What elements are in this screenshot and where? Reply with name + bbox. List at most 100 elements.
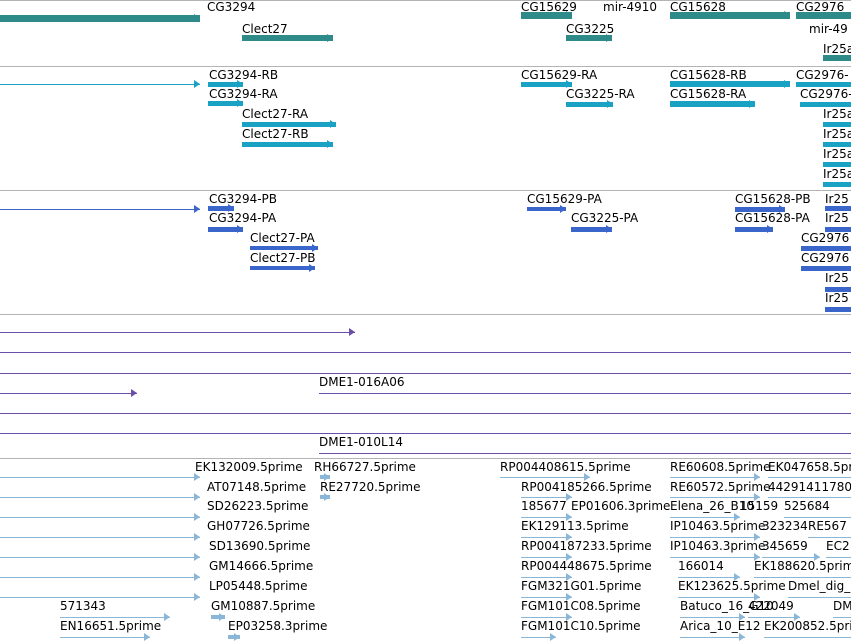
feature-label[interactable]: EK129113.5prime [521,519,629,533]
feature-label[interactable]: 422049 [748,599,794,613]
proteins-feature-glyph[interactable] [250,246,318,250]
ests-feature-glyph[interactable] [754,577,851,578]
proteins-feature-glyph[interactable] [250,266,315,270]
proteins-feature-glyph[interactable] [801,266,851,271]
transcripts-feature-glyph[interactable] [823,182,851,187]
feature-label[interactable]: CG3225 [566,22,615,36]
transcripts-feature-glyph[interactable] [242,142,333,147]
transcripts-feature-glyph[interactable] [566,102,613,107]
transcripts-feature-glyph[interactable] [670,101,755,107]
feature-label[interactable]: EK188620.5prime [754,559,851,573]
ests-feature-glyph[interactable] [670,557,760,558]
ests-feature-glyph[interactable] [833,617,851,618]
feature-label[interactable]: CG3225-PA [571,211,639,225]
feature-label[interactable]: Ir25 [825,271,849,285]
feature-label[interactable]: FGM101C10.5prime [521,619,641,633]
proteins-feature-glyph[interactable] [735,227,773,232]
ests-feature-glyph[interactable] [60,637,150,638]
feature-label[interactable]: EP03258.3prime [228,619,328,633]
feature-label[interactable]: Ir25a [823,42,851,56]
feature-label[interactable]: Clect27-PA [250,231,315,245]
transcripts-feature-glyph[interactable] [208,82,243,87]
genes-feature-glyph[interactable] [242,35,333,41]
feature-label[interactable]: RP004187233.5prime [521,539,652,553]
proteins-feature-glyph[interactable] [801,246,851,251]
feature-label[interactable]: Clect27-RB [242,127,309,141]
ests-feature-glyph[interactable] [521,637,556,638]
transcripts-feature-glyph[interactable] [521,82,572,87]
feature-label[interactable]: LP05448.5prime [209,579,308,593]
proteins-feature-glyph[interactable] [825,206,851,211]
feature-label[interactable]: GH07726.5prime [207,519,310,533]
feature-label[interactable]: RP004448675.5prime [521,559,652,573]
genes-feature-glyph[interactable] [670,12,790,19]
proteins-feature-glyph[interactable] [825,227,851,232]
proteins-feature-glyph[interactable] [208,227,243,232]
ests-feature-glyph[interactable] [826,557,851,558]
feature-label[interactable]: CG15628-PA [735,211,810,225]
ests-feature-glyph[interactable] [764,637,851,638]
proteins-feature-glyph[interactable] [208,206,234,211]
ests-feature-glyph[interactable] [788,597,851,598]
ests-feature-glyph[interactable] [500,477,590,478]
genes-feature-glyph[interactable] [521,12,572,19]
feature-label[interactable]: DM [833,599,851,613]
feature-label[interactable]: EC2 [826,539,850,553]
feature-label[interactable]: Arica_10_E12 [680,619,761,633]
ests-feature-glyph[interactable] [680,617,745,618]
feature-label[interactable]: CG15629-PA [527,192,602,206]
proteins-feature-glyph[interactable] [571,227,612,232]
feature-label[interactable]: RE567 [808,519,847,533]
transcripts-feature-glyph[interactable] [823,142,851,147]
feature-label[interactable]: CG3294-RB [209,68,279,82]
feature-label[interactable]: CG15628-RA [670,87,747,101]
ests-feature-glyph[interactable] [521,557,572,558]
ests-feature-glyph[interactable] [0,497,200,498]
feature-label[interactable]: CG3294-PA [209,211,277,225]
feature-label[interactable]: Batuco_16_G10 [680,599,774,613]
ests-feature-glyph[interactable] [670,537,760,538]
feature-label[interactable]: EK047658.5prime [768,460,851,474]
feature-label[interactable]: GM10887.5prime [211,599,316,613]
ests-feature-glyph[interactable] [670,477,760,478]
genes-feature-glyph[interactable] [796,12,851,19]
feature-label[interactable]: CG2976- [796,68,849,82]
transcripts-feature-glyph[interactable] [242,122,336,127]
ests-feature-glyph[interactable] [678,577,740,578]
feature-label[interactable]: 185677 [521,499,567,513]
ests-feature-glyph[interactable] [768,477,851,478]
feature-label[interactable]: 44291411780 [768,480,851,494]
feature-label[interactable]: EP01606.3prime [571,499,671,513]
feature-label[interactable]: Ir25a [823,127,851,141]
ests-feature-glyph[interactable] [521,577,572,578]
feature-label[interactable]: EK200852.5prime [764,619,851,633]
feature-label[interactable]: mir-49 [809,22,848,36]
ests-feature-glyph[interactable] [211,615,225,619]
feature-label[interactable]: CG3294-PB [209,192,278,206]
ests-feature-glyph[interactable] [521,497,572,498]
ests-feature-glyph[interactable] [0,537,200,538]
feature-label[interactable]: CG15629-RA [521,68,598,82]
feature-label[interactable]: RE60572.5prime [670,480,771,494]
ests-feature-glyph[interactable] [808,537,851,538]
feature-label[interactable]: RH66727.5prime [314,460,416,474]
feature-label[interactable]: EK132009.5prime [195,460,303,474]
proteins-feature-glyph[interactable] [527,207,566,211]
ests-feature-glyph[interactable] [680,637,745,638]
feature-label[interactable]: CG15629 [521,0,577,14]
feature-label[interactable]: Ir25a [823,107,851,121]
feature-label[interactable]: Clect27-RA [242,107,309,121]
feature-label[interactable]: DME1-016A06 [319,375,405,389]
feature-label[interactable]: IP10463.5prime [670,519,766,533]
clones-feature-glyph[interactable] [0,393,137,394]
genes-feature-glyph[interactable] [0,15,200,22]
feature-label[interactable]: mir-4910 [603,0,658,14]
feature-label[interactable]: CG2976- [800,87,851,101]
feature-label[interactable]: CG2976 [801,231,850,245]
transcripts-feature-glyph[interactable] [800,102,851,107]
feature-label[interactable]: Ir25a [823,167,851,181]
genes-feature-glyph[interactable] [823,55,851,61]
feature-label[interactable]: Clect27 [242,22,288,36]
ests-feature-glyph[interactable] [521,597,572,598]
feature-label[interactable]: FGM101C08.5prime [521,599,641,613]
